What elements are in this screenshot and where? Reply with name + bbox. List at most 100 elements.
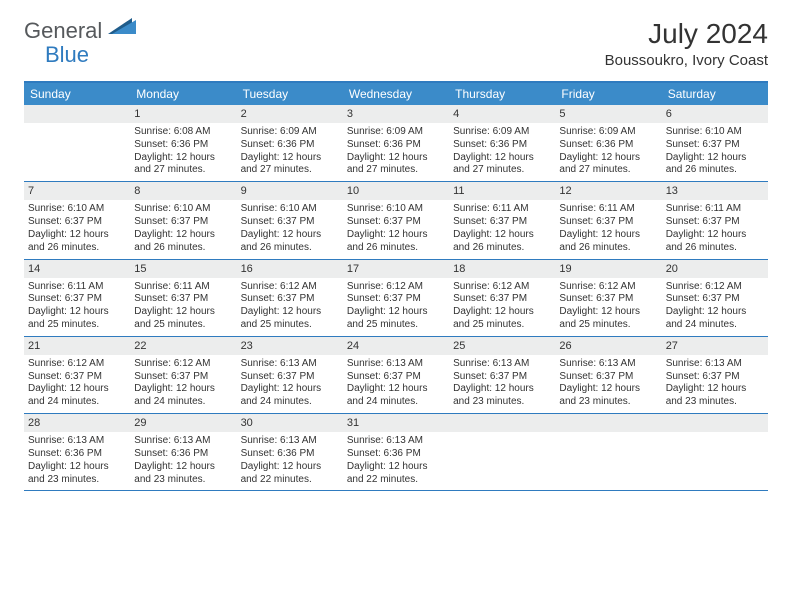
- day-cell: [24, 105, 130, 181]
- day-cell: 10Sunrise: 6:10 AMSunset: 6:37 PMDayligh…: [343, 182, 449, 258]
- daylight-line: Daylight: 12 hours and 22 minutes.: [347, 461, 445, 487]
- day-cell: 25 Sunrise: 6:13 AMSunset: 6:37 PMDayligh…: [449, 337, 555, 413]
- logo-text-general: General: [24, 18, 102, 44]
- week-row: 14Sunrise: 6:11 AMSunset: 6:37 PMDayligh…: [24, 260, 768, 337]
- daylight-line: Daylight: 12 hours and 26 minutes.: [559, 229, 657, 255]
- daylight-line: Daylight: 12 hours and 23 minutes.: [453, 383, 551, 409]
- sunrise-line: Sunrise: 6:13 AM: [347, 358, 445, 371]
- day-number: 30: [237, 414, 343, 432]
- sunset-line: Sunset: 6:37 PM: [559, 216, 657, 229]
- day-number: 19: [555, 260, 661, 278]
- sunrise-line: Sunrise: 6:13 AM: [241, 435, 339, 448]
- day-body: Sunrise: 6:10 AMSunset: 6:37 PMDaylight:…: [666, 125, 764, 177]
- weekday-cell: Thursday: [449, 83, 555, 105]
- day-number: 23: [237, 337, 343, 355]
- day-number: 3: [343, 105, 449, 123]
- sunrise-line: Sunrise: 6:10 AM: [666, 126, 764, 139]
- sunrise-line: Sunrise: 6:13 AM: [28, 435, 126, 448]
- day-cell: 17Sunrise: 6:12 AMSunset: 6:37 PMDayligh…: [343, 260, 449, 336]
- sunrise-line: Sunrise: 6:11 AM: [559, 203, 657, 216]
- day-number: [662, 414, 768, 432]
- day-body: Sunrise: 6:13 AMSunset: 6:36 PMDaylight:…: [28, 434, 126, 486]
- day-body: Sunrise: 6:11 AMSunset: 6:37 PMDaylight:…: [559, 202, 657, 254]
- sunset-line: Sunset: 6:37 PM: [241, 293, 339, 306]
- day-body: Sunrise: 6:13 AMSunset: 6:37 PMDaylight:…: [453, 357, 551, 409]
- day-cell: 11Sunrise: 6:11 AMSunset: 6:37 PMDayligh…: [449, 182, 555, 258]
- sunset-line: Sunset: 6:37 PM: [134, 216, 232, 229]
- daylight-line: Daylight: 12 hours and 23 minutes.: [666, 383, 764, 409]
- weekday-cell: Friday: [555, 83, 661, 105]
- day-body: Sunrise: 6:12 AMSunset: 6:37 PMDaylight:…: [241, 280, 339, 332]
- sunrise-line: Sunrise: 6:10 AM: [347, 203, 445, 216]
- day-cell: 7Sunrise: 6:10 AMSunset: 6:37 PMDaylight…: [24, 182, 130, 258]
- sunrise-line: Sunrise: 6:09 AM: [347, 126, 445, 139]
- day-number: 25: [449, 337, 555, 355]
- day-number: 2: [237, 105, 343, 123]
- day-number: 28: [24, 414, 130, 432]
- day-cell: 14 Sunrise: 6:11 AMSunset: 6:37 PMDayligh…: [24, 260, 130, 336]
- sunset-line: Sunset: 6:36 PM: [347, 448, 445, 461]
- day-number: 24: [343, 337, 449, 355]
- day-number: 12: [555, 182, 661, 200]
- day-body: Sunrise: 6:12 AMSunset: 6:37 PMDaylight:…: [28, 357, 126, 409]
- day-number: 18: [449, 260, 555, 278]
- sunset-line: Sunset: 6:37 PM: [453, 293, 551, 306]
- day-body: Sunrise: 6:13 AMSunset: 6:36 PMDaylight:…: [134, 434, 232, 486]
- day-number: 20: [662, 260, 768, 278]
- sunset-line: Sunset: 6:37 PM: [347, 371, 445, 384]
- day-body: Sunrise: 6:12 AMSunset: 6:37 PMDaylight:…: [453, 280, 551, 332]
- sunset-line: Sunset: 6:36 PM: [28, 448, 126, 461]
- weekday-cell: Wednesday: [343, 83, 449, 105]
- sunset-line: Sunset: 6:37 PM: [453, 371, 551, 384]
- day-number: 21: [24, 337, 130, 355]
- day-body: Sunrise: 6:13 AMSunset: 6:37 PMDaylight:…: [241, 357, 339, 409]
- daylight-line: Daylight: 12 hours and 22 minutes.: [241, 461, 339, 487]
- sunrise-line: Sunrise: 6:13 AM: [347, 435, 445, 448]
- sunrise-line: Sunrise: 6:10 AM: [241, 203, 339, 216]
- day-number: [555, 414, 661, 432]
- daylight-line: Daylight: 12 hours and 26 minutes.: [134, 229, 232, 255]
- day-cell: 19 Sunrise: 6:12 AMSunset: 6:37 PMDayligh…: [555, 260, 661, 336]
- day-body: Sunrise: 6:12 AMSunset: 6:37 PMDaylight:…: [559, 280, 657, 332]
- sunset-line: Sunset: 6:37 PM: [347, 293, 445, 306]
- day-number: 31: [343, 414, 449, 432]
- day-body: Sunrise: 6:09 AMSunset: 6:36 PMDaylight:…: [347, 125, 445, 177]
- day-body: Sunrise: 6:13 AMSunset: 6:36 PMDaylight:…: [347, 434, 445, 486]
- sunset-line: Sunset: 6:37 PM: [666, 371, 764, 384]
- day-body: Sunrise: 6:13 AMSunset: 6:37 PMDaylight:…: [347, 357, 445, 409]
- day-cell: 9Sunrise: 6:10 AMSunset: 6:37 PMDaylight…: [237, 182, 343, 258]
- day-number: 14: [24, 260, 130, 278]
- sunset-line: Sunset: 6:37 PM: [666, 139, 764, 152]
- daylight-line: Daylight: 12 hours and 23 minutes.: [559, 383, 657, 409]
- day-body: Sunrise: 6:11 AMSunset: 6:37 PMDaylight:…: [134, 280, 232, 332]
- sunset-line: Sunset: 6:37 PM: [28, 216, 126, 229]
- day-cell: 22Sunrise: 6:12 AMSunset: 6:37 PMDayligh…: [130, 337, 236, 413]
- daylight-line: Daylight: 12 hours and 23 minutes.: [134, 461, 232, 487]
- sunrise-line: Sunrise: 6:11 AM: [134, 281, 232, 294]
- daylight-line: Daylight: 12 hours and 24 minutes.: [134, 383, 232, 409]
- day-number: 6: [662, 105, 768, 123]
- day-body: Sunrise: 6:10 AMSunset: 6:37 PMDaylight:…: [241, 202, 339, 254]
- day-body: Sunrise: 6:11 AMSunset: 6:37 PMDaylight:…: [453, 202, 551, 254]
- day-cell: 5Sunrise: 6:09 AMSunset: 6:36 PMDaylight…: [555, 105, 661, 181]
- day-number: [24, 105, 130, 123]
- day-body: Sunrise: 6:11 AMSunset: 6:37 PMDaylight:…: [28, 280, 126, 332]
- sunset-line: Sunset: 6:37 PM: [453, 216, 551, 229]
- daylight-line: Daylight: 12 hours and 25 minutes.: [134, 306, 232, 332]
- daylight-line: Daylight: 12 hours and 24 minutes.: [347, 383, 445, 409]
- day-cell: 23 Sunrise: 6:13 AMSunset: 6:37 PMDayligh…: [237, 337, 343, 413]
- daylight-line: Daylight: 12 hours and 25 minutes.: [453, 306, 551, 332]
- weeks-container: 1Sunrise: 6:08 AMSunset: 6:36 PMDaylight…: [24, 105, 768, 491]
- daylight-line: Daylight: 12 hours and 24 minutes.: [666, 306, 764, 332]
- sunset-line: Sunset: 6:36 PM: [559, 139, 657, 152]
- sunset-line: Sunset: 6:37 PM: [241, 371, 339, 384]
- sunrise-line: Sunrise: 6:12 AM: [666, 281, 764, 294]
- day-cell: 18 Sunrise: 6:12 AMSunset: 6:37 PMDayligh…: [449, 260, 555, 336]
- day-cell: 20Sunrise: 6:12 AMSunset: 6:37 PMDayligh…: [662, 260, 768, 336]
- daylight-line: Daylight: 12 hours and 27 minutes.: [347, 152, 445, 178]
- sunrise-line: Sunrise: 6:09 AM: [559, 126, 657, 139]
- weekday-cell: Monday: [130, 83, 236, 105]
- sunrise-line: Sunrise: 6:09 AM: [453, 126, 551, 139]
- day-number: 7: [24, 182, 130, 200]
- sunrise-line: Sunrise: 6:12 AM: [559, 281, 657, 294]
